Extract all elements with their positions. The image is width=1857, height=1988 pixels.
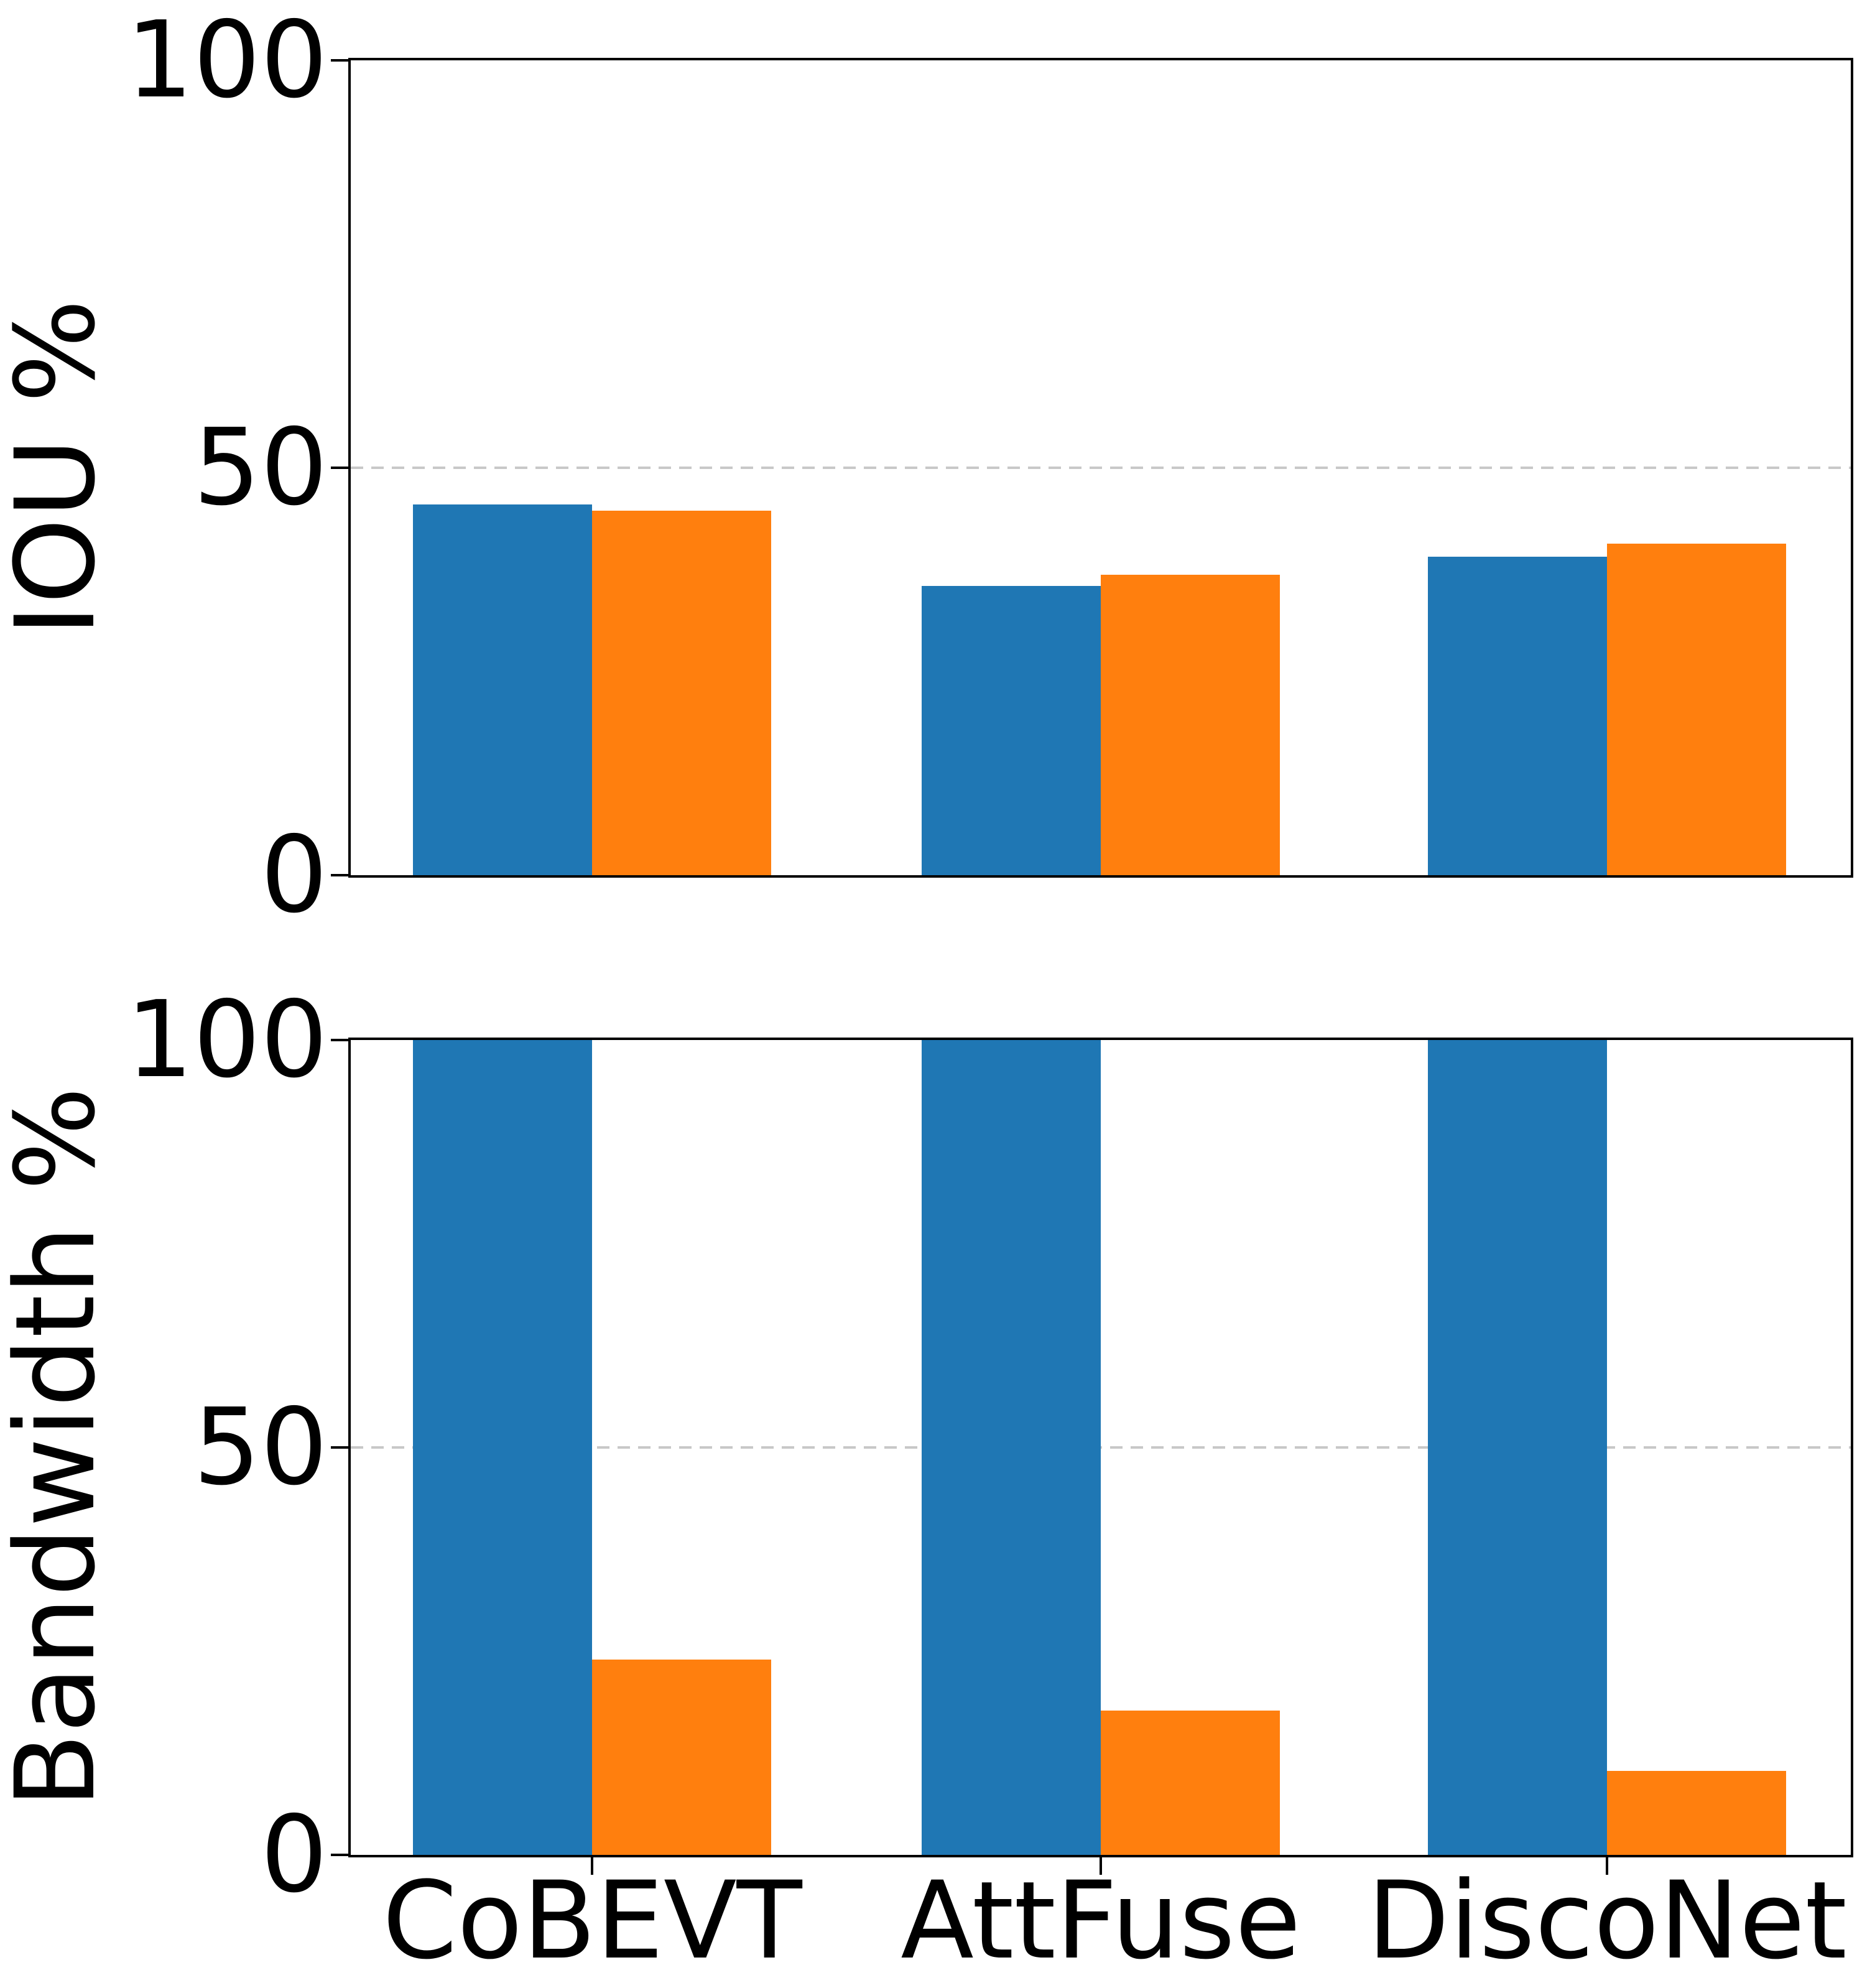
bandwidth-chart-plot-area bbox=[348, 1038, 1853, 1857]
iou-chart-y-axis-label: IOU % bbox=[0, 299, 119, 637]
bar-orange-attfuse bbox=[1101, 1711, 1280, 1855]
bar-blue-disconet bbox=[1428, 1040, 1608, 1855]
bar-orange-disconet bbox=[1607, 543, 1787, 875]
iou-chart-y-tick-label: 0 bbox=[260, 814, 328, 937]
iou-chart-y-tick-label: 50 bbox=[193, 406, 328, 529]
bandwidth-chart-gridline-50 bbox=[351, 1446, 1851, 1449]
bandwidth-chart-plot-inner bbox=[351, 1040, 1851, 1855]
bandwidth-chart-x-tick-mark bbox=[1100, 1857, 1102, 1875]
bandwidth-chart-y-tick-mark bbox=[331, 1446, 348, 1449]
iou-chart-plot-area bbox=[348, 58, 1853, 878]
bar-orange-attfuse bbox=[1101, 574, 1280, 875]
bar-orange-cobevt bbox=[592, 511, 772, 875]
iou-chart-y-tick-mark bbox=[331, 874, 348, 876]
iou-chart-gridline-50 bbox=[351, 467, 1851, 469]
bandwidth-chart-y-axis-label: Bandwidth % bbox=[0, 1086, 119, 1809]
iou-chart-y-tick-label: 100 bbox=[126, 0, 328, 122]
bar-blue-attfuse bbox=[922, 585, 1101, 875]
iou-chart-y-tick-mark bbox=[331, 467, 348, 469]
bandwidth-chart-x-tick-mark bbox=[1606, 1857, 1609, 1875]
iou-chart-y-tick-mark bbox=[331, 59, 348, 62]
bar-blue-cobevt bbox=[413, 504, 593, 875]
x-tick-label-disconet: DiscoNet bbox=[1367, 1858, 1847, 1983]
bandwidth-chart-y-tick-mark bbox=[331, 1854, 348, 1856]
bandwidth-chart-y-tick-mark bbox=[331, 1039, 348, 1041]
bar-blue-attfuse bbox=[922, 1040, 1101, 1855]
bar-orange-cobevt bbox=[592, 1659, 772, 1855]
iou-chart-plot-inner bbox=[351, 60, 1851, 875]
bandwidth-chart-y-tick-label: 100 bbox=[126, 978, 328, 1102]
bandwidth-chart-y-tick-label: 0 bbox=[260, 1793, 328, 1916]
bandwidth-chart-y-tick-label: 50 bbox=[193, 1386, 328, 1509]
x-tick-label-attfuse: AttFuse bbox=[901, 1858, 1301, 1983]
bar-blue-disconet bbox=[1428, 556, 1608, 875]
bandwidth-chart-x-tick-mark bbox=[591, 1857, 594, 1875]
bar-blue-cobevt bbox=[413, 1040, 593, 1855]
x-tick-label-cobevt: CoBEVT bbox=[382, 1858, 802, 1983]
bar-orange-disconet bbox=[1607, 1771, 1787, 1855]
